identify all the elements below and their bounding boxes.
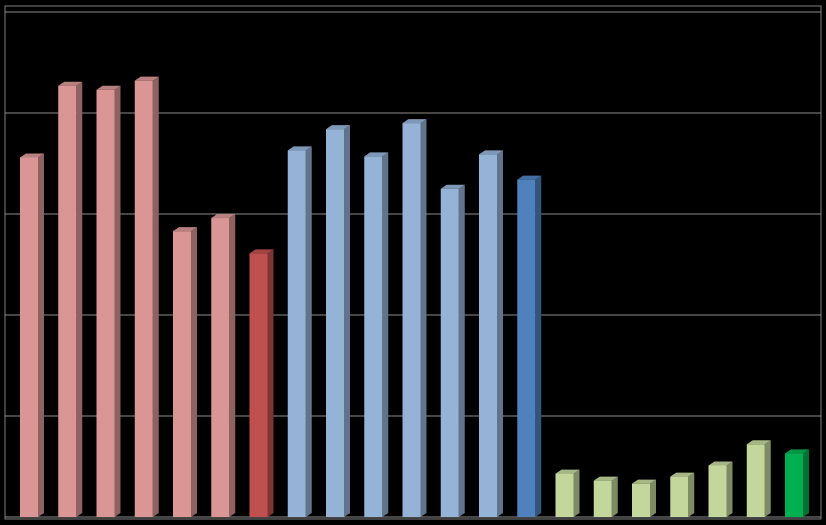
bar	[632, 483, 650, 517]
bar	[173, 231, 191, 518]
bar-top	[517, 175, 542, 180]
bar	[479, 154, 497, 517]
bar-side	[458, 184, 465, 517]
plot-frame	[4, 5, 822, 520]
bar	[555, 473, 574, 517]
bar	[211, 218, 230, 518]
bar-top	[326, 125, 350, 130]
bar	[746, 444, 765, 517]
bar-side	[382, 152, 389, 517]
bar-top	[249, 249, 274, 254]
bar-side	[114, 85, 121, 518]
bar	[96, 89, 115, 518]
bar-top	[402, 119, 427, 124]
bar	[287, 150, 306, 517]
bar-side	[76, 81, 83, 517]
bar	[402, 123, 421, 517]
bar-side	[267, 249, 274, 517]
bar-top	[708, 461, 733, 466]
bar	[517, 179, 536, 517]
bar-side	[688, 472, 695, 517]
bar-side	[726, 461, 733, 517]
bar-side	[764, 440, 771, 517]
bar-side	[38, 153, 44, 517]
bar	[708, 465, 727, 517]
bar	[440, 188, 459, 517]
bar-top	[364, 152, 389, 157]
bar-side	[305, 146, 312, 517]
bar-top	[134, 76, 159, 81]
bar-side	[229, 214, 236, 518]
bar	[249, 253, 268, 517]
bar-top	[287, 146, 312, 151]
bar-top	[785, 449, 809, 454]
bar-side	[535, 175, 542, 517]
bar-top	[173, 227, 197, 232]
bar-top	[632, 479, 656, 484]
bar	[20, 157, 38, 517]
bar-side	[420, 119, 427, 517]
bar-side	[191, 227, 197, 518]
bar	[670, 476, 689, 517]
bar-top	[593, 476, 618, 481]
bar-side	[650, 479, 656, 517]
bar-top	[440, 184, 465, 189]
bar	[58, 85, 77, 517]
bar-top	[670, 472, 695, 477]
bar	[326, 129, 344, 517]
bar-side	[497, 150, 503, 517]
bar-top	[20, 153, 44, 158]
bar-side	[573, 469, 580, 517]
bar-side	[152, 76, 159, 518]
bar-side	[344, 125, 350, 517]
bar-top	[479, 150, 503, 155]
bar	[785, 453, 803, 517]
bar-top	[211, 214, 236, 219]
bar	[364, 156, 383, 517]
bar	[593, 480, 612, 517]
bar-side	[803, 449, 809, 517]
bar-top	[555, 469, 580, 474]
bar-side	[611, 476, 618, 517]
bar-top	[58, 81, 83, 86]
bar	[134, 80, 153, 518]
bar-top	[96, 85, 121, 90]
bar-top	[746, 440, 771, 445]
